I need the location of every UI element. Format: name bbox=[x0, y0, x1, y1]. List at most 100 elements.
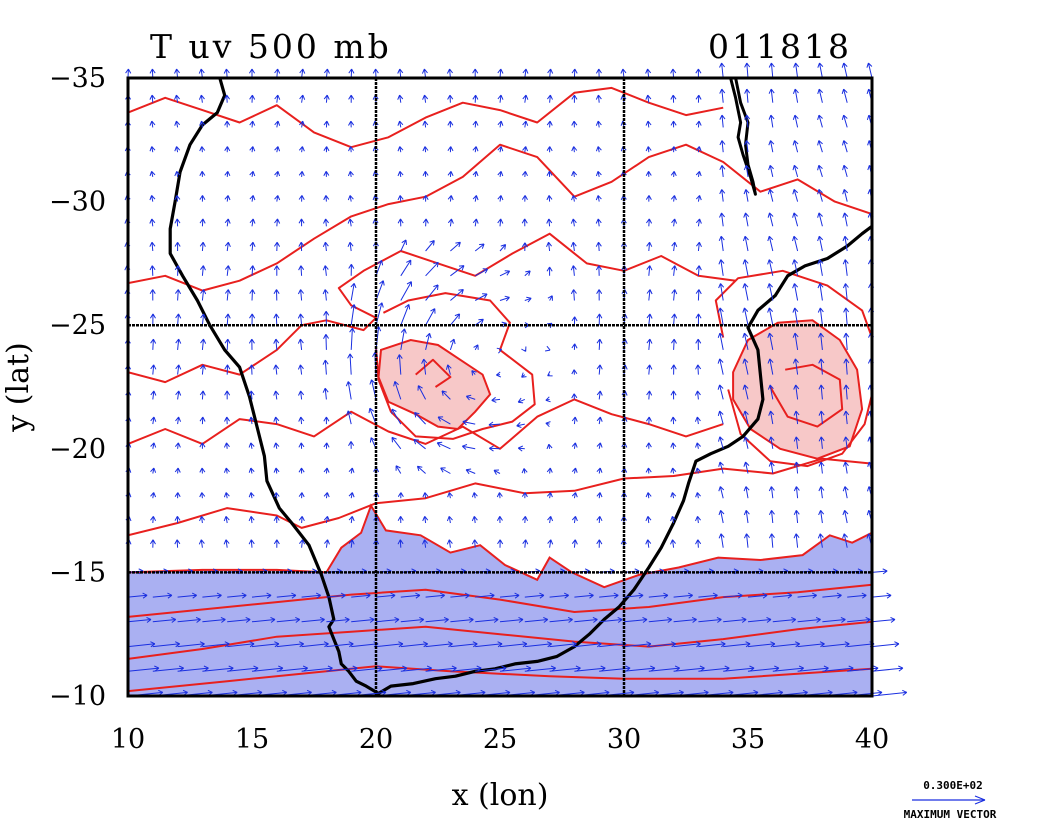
wind-vector bbox=[673, 592, 693, 599]
wind-vector bbox=[323, 492, 330, 499]
wind-vector bbox=[227, 641, 255, 648]
wind-vector bbox=[248, 539, 255, 548]
wind-vector bbox=[301, 592, 321, 599]
wind-vector bbox=[348, 467, 355, 474]
wind-vector bbox=[719, 164, 726, 177]
wind-vector bbox=[497, 218, 504, 227]
wind-vector bbox=[474, 268, 489, 277]
wind-vector bbox=[747, 592, 768, 599]
wind-vector bbox=[546, 443, 553, 450]
wind-vector bbox=[198, 94, 205, 103]
wind-vector bbox=[413, 439, 426, 450]
wind-vector bbox=[792, 358, 799, 375]
wind-vector bbox=[742, 307, 749, 326]
wind-vector bbox=[671, 313, 678, 326]
wind-vector bbox=[571, 170, 578, 177]
wind-vector bbox=[768, 62, 775, 79]
wind-vector bbox=[645, 492, 652, 499]
wind-vector bbox=[547, 295, 553, 301]
wind-vector bbox=[174, 195, 181, 202]
wind-vector bbox=[546, 218, 553, 227]
wind-vector bbox=[768, 410, 775, 425]
wind-vector bbox=[694, 390, 701, 400]
wind-vector bbox=[496, 347, 503, 354]
wind-vector bbox=[768, 533, 775, 548]
wind-vector bbox=[298, 218, 305, 227]
wind-vector bbox=[645, 146, 652, 153]
wind-vector bbox=[871, 689, 908, 697]
wind-vector bbox=[646, 364, 653, 375]
wind-vector bbox=[792, 140, 799, 153]
y-axis-ticks: −35 −30 −25 −20 −15 −10 bbox=[49, 63, 106, 712]
wind-vector bbox=[495, 371, 502, 378]
wind-vector bbox=[871, 592, 892, 599]
contour-line-13 bbox=[769, 363, 844, 428]
warm-region-fill-2 bbox=[732, 319, 864, 460]
wind-vector bbox=[127, 616, 152, 623]
wind-vector bbox=[596, 492, 603, 499]
wind-vector bbox=[522, 539, 529, 548]
wind-vector bbox=[149, 241, 156, 252]
wind-vector bbox=[422, 539, 428, 548]
warm-region-fill-1 bbox=[377, 338, 492, 431]
wind-vector bbox=[718, 235, 725, 252]
wind-vector bbox=[276, 616, 301, 623]
wind-vector bbox=[768, 486, 775, 499]
wind-vector bbox=[323, 442, 330, 449]
wind-vector bbox=[742, 235, 749, 252]
wind-vector bbox=[717, 410, 724, 425]
x-tick-label: 10 bbox=[111, 724, 145, 755]
wind-vector bbox=[472, 218, 479, 227]
wind-vector bbox=[744, 114, 751, 128]
wind-vector bbox=[471, 492, 478, 499]
wind-vector bbox=[772, 592, 793, 599]
wind-vector bbox=[497, 146, 504, 153]
wind-vector bbox=[174, 241, 181, 251]
wind-vector bbox=[797, 592, 817, 599]
wind-vector bbox=[425, 261, 439, 277]
wind-vector bbox=[717, 307, 724, 326]
wind-vector bbox=[570, 265, 577, 276]
plot-frame bbox=[126, 76, 874, 698]
wind-vector bbox=[695, 289, 702, 301]
wind-vector bbox=[793, 436, 800, 449]
wind-vector bbox=[499, 244, 507, 252]
wind-vector bbox=[425, 641, 453, 648]
wind-vector bbox=[797, 616, 821, 623]
wind-vector bbox=[695, 338, 702, 350]
wind-vector bbox=[744, 62, 751, 79]
wind-vector bbox=[524, 592, 545, 599]
wind-vector bbox=[695, 364, 702, 375]
wind-vector bbox=[571, 316, 578, 326]
wind-vector bbox=[817, 283, 824, 301]
wind-vector bbox=[175, 313, 182, 326]
wind-vector bbox=[323, 416, 330, 425]
wind-vector bbox=[717, 358, 724, 375]
wind-vector bbox=[324, 539, 330, 548]
wind-vector bbox=[718, 509, 725, 524]
wind-vector bbox=[524, 270, 531, 277]
contour-line-3 bbox=[128, 583, 872, 618]
date-label: 011818 bbox=[708, 27, 852, 66]
wind-vector bbox=[449, 338, 456, 351]
wind-vector bbox=[871, 665, 904, 672]
wind-vector bbox=[198, 539, 205, 548]
wind-vector bbox=[425, 308, 436, 326]
wind-vector bbox=[397, 146, 404, 153]
wind-vector bbox=[149, 120, 156, 128]
wind-vector bbox=[323, 515, 330, 524]
wind-vector bbox=[224, 289, 231, 301]
wind-vector bbox=[472, 146, 479, 153]
wind-vector bbox=[670, 515, 677, 524]
wind-vector bbox=[645, 416, 652, 425]
wind-vector bbox=[843, 384, 850, 400]
wind-vector bbox=[521, 372, 527, 378]
wind-vector bbox=[497, 195, 504, 202]
wind-vector bbox=[447, 146, 454, 153]
wind-vector bbox=[298, 442, 305, 449]
wind-vector bbox=[743, 533, 750, 548]
wind-vector bbox=[174, 94, 180, 103]
wind-vector bbox=[298, 265, 305, 276]
wind-vector bbox=[793, 486, 800, 499]
vector-legend-caption: MAXIMUM VECTOR bbox=[904, 808, 997, 821]
